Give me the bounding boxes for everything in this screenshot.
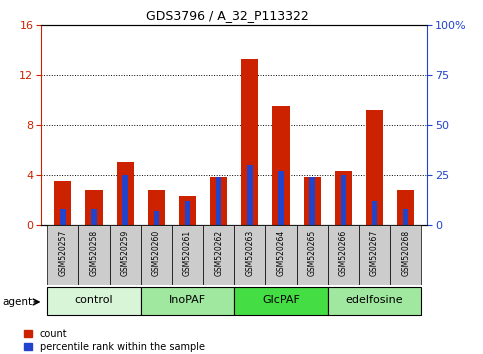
Text: agent: agent: [2, 297, 32, 307]
Bar: [272, 106, 290, 225]
Bar: [179, 196, 196, 225]
Bar: [148, 190, 165, 225]
Bar: [91, 209, 97, 225]
Bar: [390, 225, 421, 285]
Text: GlcPAF: GlcPAF: [262, 295, 300, 305]
Text: GSM520263: GSM520263: [245, 230, 255, 276]
Bar: [266, 225, 297, 285]
Bar: [116, 162, 134, 225]
Text: GSM520265: GSM520265: [308, 230, 317, 276]
Bar: [403, 209, 409, 225]
Bar: [234, 287, 328, 315]
Bar: [328, 287, 421, 315]
Bar: [335, 171, 352, 225]
Text: GSM520259: GSM520259: [121, 230, 130, 276]
Text: GSM520264: GSM520264: [276, 230, 285, 276]
Legend: count, percentile rank within the sample: count, percentile rank within the sample: [24, 329, 205, 352]
Bar: [216, 177, 222, 225]
Bar: [154, 211, 159, 225]
Bar: [60, 209, 66, 225]
Text: GSM520262: GSM520262: [214, 230, 223, 276]
Bar: [372, 201, 377, 225]
Bar: [210, 177, 227, 225]
Text: GSM520268: GSM520268: [401, 230, 410, 276]
Bar: [242, 58, 258, 225]
Bar: [304, 177, 321, 225]
Bar: [247, 165, 253, 225]
Bar: [78, 225, 110, 285]
Bar: [185, 201, 190, 225]
Text: GSM520257: GSM520257: [58, 230, 67, 276]
Bar: [203, 225, 234, 285]
Bar: [172, 225, 203, 285]
Bar: [309, 177, 315, 225]
Bar: [328, 225, 359, 285]
Bar: [366, 110, 383, 225]
Bar: [397, 190, 414, 225]
Bar: [341, 175, 346, 225]
Text: GSM520258: GSM520258: [89, 230, 99, 276]
Bar: [85, 190, 102, 225]
Bar: [141, 225, 172, 285]
Bar: [297, 225, 328, 285]
Text: InoPAF: InoPAF: [169, 295, 206, 305]
Text: edelfosine: edelfosine: [346, 295, 403, 305]
Bar: [278, 171, 284, 225]
Bar: [110, 225, 141, 285]
Text: GDS3796 / A_32_P113322: GDS3796 / A_32_P113322: [146, 9, 308, 22]
Bar: [47, 225, 78, 285]
Bar: [47, 287, 141, 315]
Text: GSM520260: GSM520260: [152, 230, 161, 276]
Text: GSM520267: GSM520267: [370, 230, 379, 276]
Text: control: control: [75, 295, 114, 305]
Bar: [359, 225, 390, 285]
Text: GSM520261: GSM520261: [183, 230, 192, 276]
Bar: [141, 287, 234, 315]
Text: GSM520266: GSM520266: [339, 230, 348, 276]
Bar: [234, 225, 266, 285]
Bar: [122, 175, 128, 225]
Bar: [54, 181, 71, 225]
